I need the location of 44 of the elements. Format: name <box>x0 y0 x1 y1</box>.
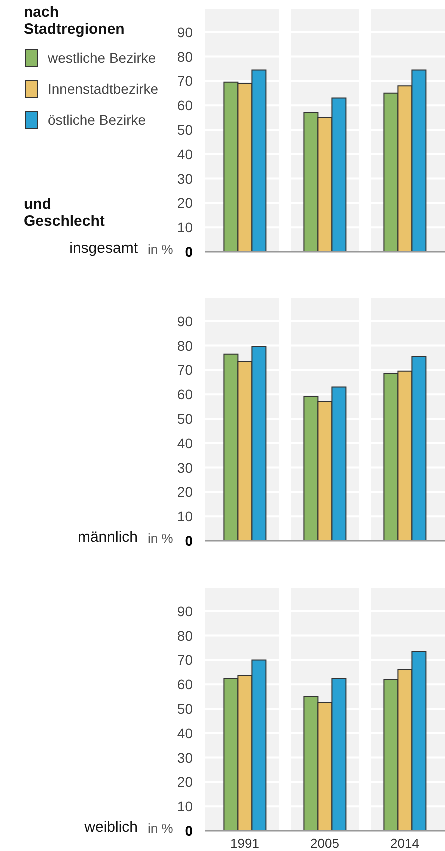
text: männlich <box>78 529 138 546</box>
x-tick-label: 2014 <box>390 836 420 851</box>
y-tick-label: 0 <box>185 823 194 839</box>
y-axis-title: in % <box>148 242 174 257</box>
y-tick-label: 90 <box>177 313 194 330</box>
y-tick-label: 0 <box>185 244 194 260</box>
x-tick-label: 2005 <box>310 836 340 851</box>
y-tick-label: 50 <box>177 122 194 138</box>
legend-label: östliche Bezirke <box>48 112 146 128</box>
y-tick-label: 40 <box>177 435 194 452</box>
y-tick-label: 80 <box>177 48 194 65</box>
legend-label: Innenstadtbezirke <box>48 80 159 96</box>
y-tick-label: 80 <box>177 338 194 354</box>
y-tick-label: 10 <box>177 508 194 525</box>
y-tick-label: 0 <box>185 533 194 549</box>
y-tick-label: 80 <box>177 628 194 644</box>
y-tick-label: 60 <box>177 676 194 693</box>
y-tick-label: 90 <box>177 603 194 620</box>
y-tick-label: 50 <box>177 701 194 717</box>
y-tick-label: 20 <box>177 484 194 500</box>
y-axis-title: in % <box>148 821 174 836</box>
x-tick-label: 1991 <box>230 836 260 851</box>
y-tick-label: 70 <box>177 73 194 90</box>
y-tick-label: 30 <box>177 460 194 476</box>
legend-label: westliche Bezirke <box>48 50 156 66</box>
text: und Geschlecht <box>24 196 105 230</box>
y-tick-label: 70 <box>177 652 194 668</box>
text: insgesamt <box>70 240 138 257</box>
y-tick-label: 60 <box>177 386 194 403</box>
y-tick-label: 20 <box>177 774 194 790</box>
text: weiblich <box>84 819 138 836</box>
y-tick-label: 40 <box>177 725 194 742</box>
y-tick-label: 90 <box>177 24 194 40</box>
y-tick-label: 50 <box>177 411 194 427</box>
y-tick-label: 10 <box>177 220 194 236</box>
y-tick-label: 20 <box>177 195 194 212</box>
y-tick-label: 30 <box>177 170 194 187</box>
y-tick-label: 40 <box>177 146 194 162</box>
y-axis-title: in % <box>148 531 174 546</box>
y-tick-label: 30 <box>177 750 194 766</box>
text: nach Stadtregionen <box>24 4 125 38</box>
y-tick-label: 10 <box>177 798 194 815</box>
y-tick-label: 60 <box>177 98 194 114</box>
y-tick-label: 70 <box>177 362 194 378</box>
